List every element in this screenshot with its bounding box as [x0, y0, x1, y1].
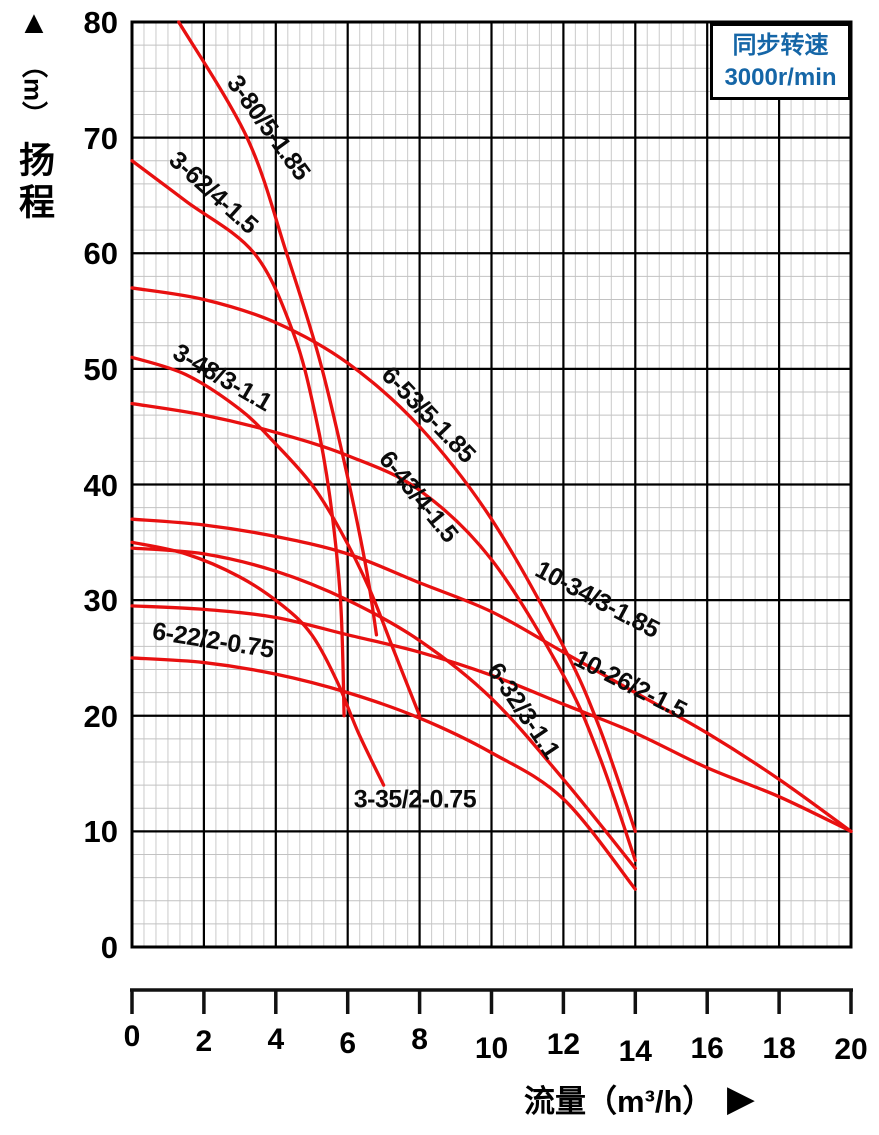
- y-axis-unit: （m）: [18, 52, 49, 128]
- x-tick-label: 20: [834, 1033, 868, 1066]
- speed-legend: 同步转速 3000r/min: [710, 23, 851, 100]
- legend-speed-label: 同步转速: [732, 32, 829, 60]
- y-tick-label: 70: [83, 120, 118, 156]
- y-tick-label: 40: [83, 467, 118, 503]
- x-tick-label: 8: [411, 1023, 428, 1056]
- x-tick-label: 16: [690, 1032, 724, 1065]
- y-tick-label: 50: [83, 351, 118, 387]
- x-tick-label: 14: [618, 1035, 652, 1068]
- y-axis-title: ▲ （m） 扬程: [8, 6, 60, 225]
- y-tick-label: 30: [83, 583, 118, 619]
- x-tick-label: 12: [546, 1028, 581, 1061]
- pump-curve-3-48/3-1.1: [130, 355, 422, 718]
- x-tick-label: 18: [762, 1032, 796, 1065]
- x-tick-label: 2: [195, 1025, 213, 1058]
- pump-curve-10-26/2-1.5: [130, 604, 853, 834]
- y-tick-label: 10: [83, 814, 118, 850]
- x-tick-label: 6: [339, 1027, 357, 1060]
- pump-curve-3-35/2-0.75: [130, 540, 386, 787]
- plot-border: [130, 20, 853, 949]
- y-tick-label: 0: [100, 930, 118, 965]
- pump-curve-10-34/3-1.85: [130, 517, 853, 834]
- y-tick-label: 80: [83, 5, 118, 40]
- pump-curve-6-43/4-1.5: [130, 401, 637, 862]
- pump-curve-3-80/5-1.85: [177, 20, 379, 637]
- x-axis-name: 流量（m³/h）: [524, 1084, 714, 1119]
- up-arrow-icon: ▲: [18, 4, 50, 40]
- y-tick-label: 60: [83, 236, 118, 272]
- y-tick-label: 20: [83, 698, 118, 734]
- y-axis-name: 扬程: [14, 141, 55, 226]
- pump-curve-6-32/3-1.1: [130, 546, 637, 871]
- x-tick-label: 10: [474, 1032, 509, 1065]
- legend-speed-value: 3000r/min: [724, 63, 837, 91]
- x-axis-title: 流量（m³/h） ▶: [524, 1076, 754, 1121]
- right-arrow-icon: ▶: [727, 1079, 754, 1118]
- pump-curve-6-53/5-1.85: [130, 286, 637, 834]
- x-tick-label: 0: [123, 1020, 141, 1053]
- pump-curve-6-22/2-0.75: [130, 656, 637, 891]
- curve-label-3-35/2-0.75: 3-35/2-0.75: [353, 785, 477, 814]
- x-tick-label: 4: [267, 1023, 285, 1056]
